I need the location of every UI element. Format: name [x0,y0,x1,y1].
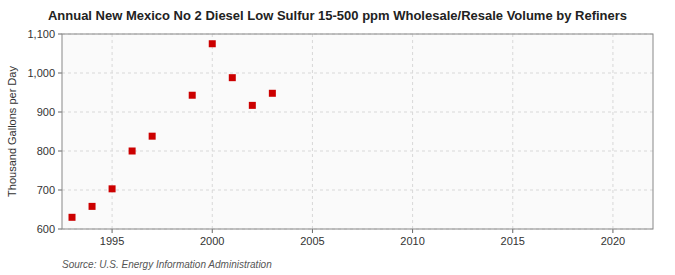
grid-line [62,112,653,113]
grid-line [312,34,313,229]
tick-mark [58,73,62,74]
tick-label: 900 [37,106,55,118]
tick-mark [412,229,413,233]
tick-label: 2010 [400,235,424,247]
grid-line [612,34,613,229]
tick-mark [58,229,62,230]
point [209,40,216,47]
grid [62,34,653,229]
point [69,214,76,221]
grid-line [212,34,213,229]
y-axis-label: Thousand Gallons per Day [6,66,18,197]
plot-area [62,34,653,229]
axes: 1995 2000 2005 2010 2015 2020 600 700 800 900 1,00… [27,28,653,247]
tick-label: 1995 [100,235,124,247]
grid-line [62,151,653,152]
tick-mark [58,151,62,152]
tick-mark [512,229,513,233]
chart: 1995 2000 2005 2010 2015 2020 600 700 800 900 1,00… [0,0,675,275]
tick-mark [58,190,62,191]
grid-line [62,190,653,191]
tick-mark [212,229,213,233]
tick-label: 600 [37,223,55,235]
tick-label: 1,100 [27,28,55,40]
tick-label: 2000 [200,235,224,247]
point [109,185,116,192]
grid-line [62,73,653,74]
point [89,203,96,210]
grid-line [512,34,513,229]
points [69,40,276,221]
source-note: Source: U.S. Energy Information Administ… [62,259,272,270]
tick-label: 2005 [300,235,324,247]
grid-line [112,34,113,229]
point [249,102,256,109]
point [149,133,156,140]
tick-label: 1,000 [27,67,55,79]
point [129,148,136,155]
title: Annual New Mexico No 2 Diesel Low Sulfur… [48,8,627,23]
plot-frame [62,34,653,229]
tick-label: 700 [37,184,55,196]
tick-mark [112,229,113,233]
point [189,92,196,99]
tick-label: 800 [37,145,55,157]
tick-mark [58,112,62,113]
tick-label: 2015 [501,235,525,247]
point [229,74,236,81]
tick-mark [312,229,313,233]
tick-mark [58,34,62,35]
grid-line [412,34,413,229]
point [269,90,276,97]
tick-label: 2020 [601,235,625,247]
tick-mark [612,229,613,233]
